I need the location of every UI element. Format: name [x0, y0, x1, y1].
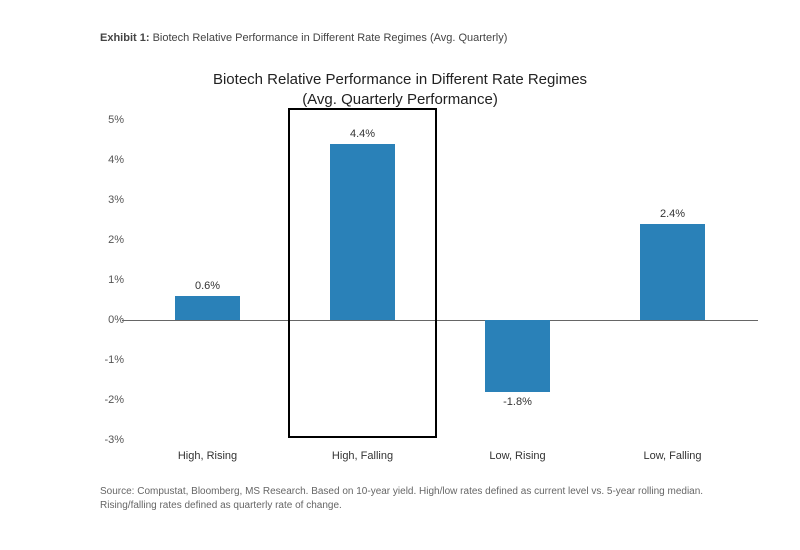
bar-value-label: 2.4% — [660, 208, 685, 220]
zero-axis-line — [122, 320, 758, 321]
chart-title-line2: (Avg. Quarterly Performance) — [0, 90, 800, 110]
plot-region: -3%-2%-1%0%1%2%3%4%5%0.6%High, Rising4.4… — [130, 120, 750, 440]
bar — [175, 296, 240, 320]
exhibit-prefix: Exhibit 1: — [100, 32, 150, 44]
bar — [640, 224, 705, 320]
y-tick-label: -1% — [90, 354, 124, 366]
x-category-label: High, Falling — [332, 450, 393, 462]
bar-value-label: -1.8% — [503, 396, 532, 408]
y-tick-label: 0% — [90, 314, 124, 326]
y-tick-label: 3% — [90, 194, 124, 206]
bar-value-label: 0.6% — [195, 280, 220, 292]
chart-title-line1: Biotech Relative Performance in Differen… — [0, 70, 800, 90]
source-note: Source: Compustat, Bloomberg, MS Researc… — [100, 485, 740, 512]
highlight-box — [288, 108, 437, 438]
x-category-label: High, Rising — [178, 450, 237, 462]
y-tick-label: 2% — [90, 234, 124, 246]
y-tick-label: 5% — [90, 114, 124, 126]
exhibit-text: Biotech Relative Performance in Differen… — [150, 32, 508, 44]
chart-title: Biotech Relative Performance in Differen… — [0, 70, 800, 109]
y-tick-label: -2% — [90, 394, 124, 406]
x-category-label: Low, Falling — [643, 450, 701, 462]
y-tick-label: -3% — [90, 434, 124, 446]
bar — [485, 320, 550, 392]
x-category-label: Low, Rising — [489, 450, 545, 462]
y-tick-label: 1% — [90, 274, 124, 286]
chart-area: -3%-2%-1%0%1%2%3%4%5%0.6%High, Rising4.4… — [130, 120, 750, 460]
exhibit-label: Exhibit 1: Biotech Relative Performance … — [100, 32, 507, 44]
y-tick-label: 4% — [90, 154, 124, 166]
